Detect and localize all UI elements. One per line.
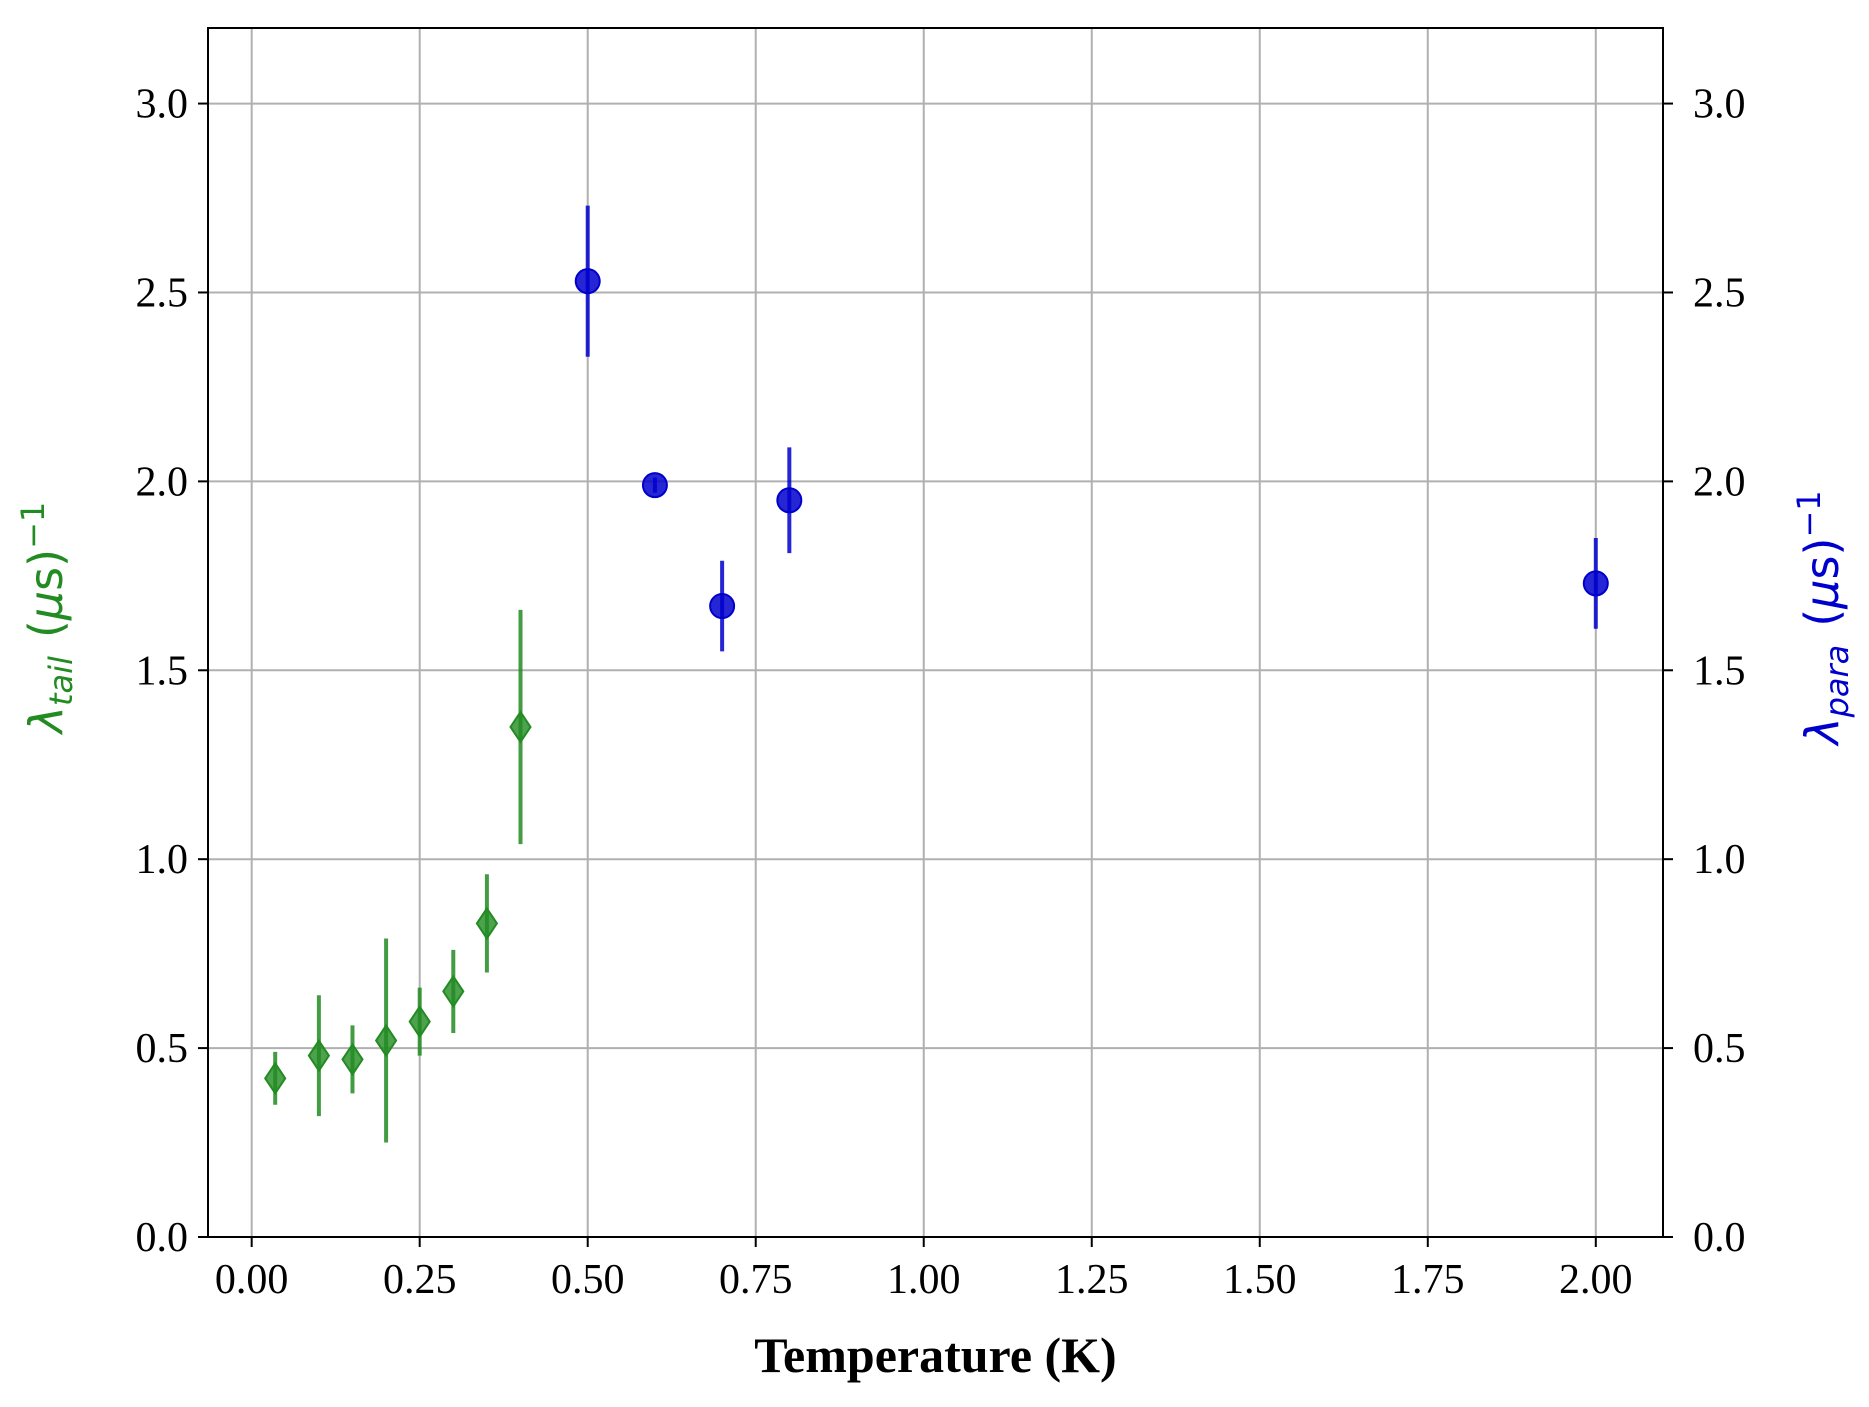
data-point-diamond <box>475 906 499 941</box>
data-point-diamond <box>442 974 465 1009</box>
x-tick-label: 2.00 <box>1559 1257 1633 1303</box>
x-axis-label: Temperature (K) <box>754 1327 1116 1383</box>
series-lambda-para <box>574 205 1609 652</box>
y-left-tick-label: 0.5 <box>136 1026 189 1072</box>
data-point-circle <box>574 268 601 295</box>
y-right-tick-label: 1.0 <box>1693 837 1746 883</box>
y-left-tick-label: 1.0 <box>136 837 189 883</box>
x-tick-label: 1.50 <box>1223 1257 1297 1303</box>
tick-layer: 0.00 0.25 0.50 0.75 1.00 1.25 1.50 1.75 2.00 0.0 0… <box>136 82 1746 1303</box>
y-right-subscript: para <box>1818 645 1856 719</box>
y-right-superscript: −1 <box>1790 490 1828 537</box>
y-right-tick-label: 1.5 <box>1693 648 1746 694</box>
series-layer <box>264 205 1609 1143</box>
y-right-tick-label: 2.5 <box>1693 270 1746 316</box>
data-point-diamond <box>264 1061 287 1096</box>
y-left-tick-label: 2.5 <box>136 270 189 316</box>
series-lambda-tail <box>264 609 532 1143</box>
data-point-circle <box>1582 570 1609 597</box>
y-right-tick-label: 3.0 <box>1693 82 1746 128</box>
x-tick-label: 1.00 <box>887 1257 961 1303</box>
data-point-circle <box>709 593 736 620</box>
y-left-tick-label: 0.0 <box>136 1215 189 1261</box>
y-right-symbol: λ <box>1795 717 1849 747</box>
x-tick-label: 0.75 <box>719 1257 793 1303</box>
y-axis-label-left: λtail (μs)−1 <box>14 502 80 737</box>
data-point-circle <box>641 472 668 499</box>
y-left-tick-label: 2.0 <box>136 459 189 505</box>
y-right-tick-label: 0.0 <box>1693 1215 1746 1261</box>
data-point-diamond <box>509 710 532 744</box>
y-left-unit: s) <box>19 549 73 591</box>
data-point-circle <box>776 487 803 514</box>
grid-layer <box>208 28 1663 1238</box>
y-left-tick-label: 3.0 <box>136 82 189 128</box>
y-right-paren: ( <box>1795 609 1849 627</box>
y-right-mu: μ <box>1795 579 1849 609</box>
data-point-diamond <box>374 1023 398 1058</box>
y-left-symbol: λ <box>19 706 73 736</box>
x-tick-label: 0.00 <box>215 1257 289 1303</box>
y-left-mu: μ <box>19 591 73 621</box>
x-tick-label: 1.75 <box>1391 1257 1465 1303</box>
y-right-tick-label: 0.5 <box>1693 1026 1746 1072</box>
x-tick-label: 0.50 <box>551 1257 625 1303</box>
x-tick-label: 1.25 <box>1055 1257 1129 1303</box>
y-right-tick-label: 2.0 <box>1693 459 1746 505</box>
y-left-paren: ( <box>19 620 73 638</box>
y-left-superscript: −1 <box>14 502 52 549</box>
y-left-subscript: tail <box>42 656 80 706</box>
y-right-unit: s) <box>1795 538 1849 580</box>
plot-frame <box>207 27 1664 1238</box>
data-point-diamond <box>341 1042 364 1077</box>
y-axis-label-right: λpara (μs)−1 <box>1790 490 1856 747</box>
data-point-diamond <box>307 1038 331 1073</box>
data-point-diamond <box>408 1004 431 1039</box>
x-tick-label: 0.25 <box>383 1257 457 1303</box>
y-left-tick-label: 1.5 <box>136 648 189 694</box>
